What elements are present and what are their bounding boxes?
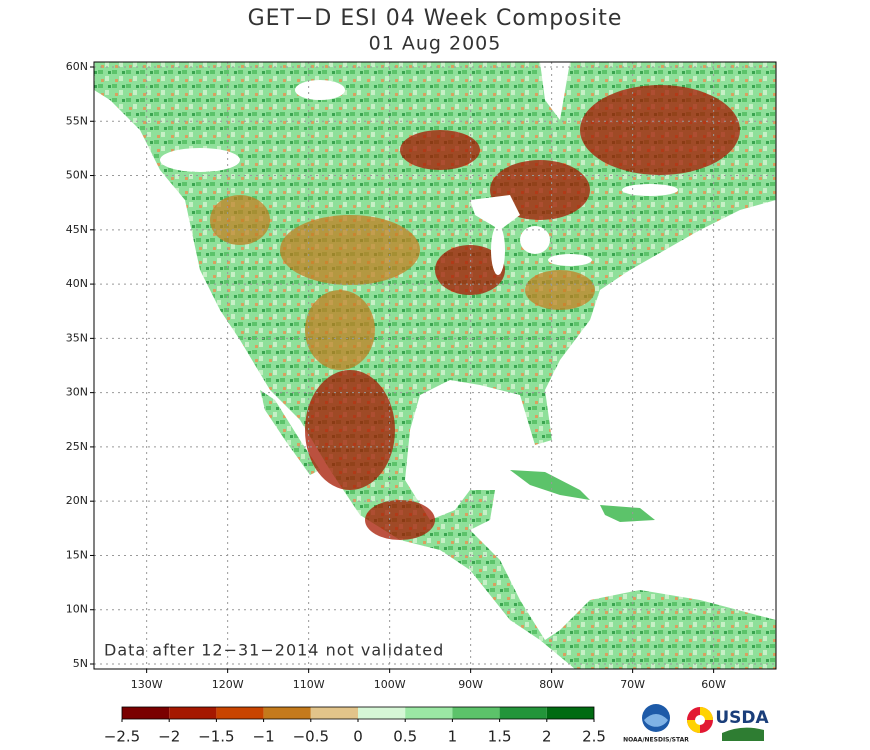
note: Data after 12−31−2014 not validated: [104, 641, 444, 660]
lat-tick-label: 20N: [66, 494, 88, 507]
colorbar-label: −2.5: [104, 728, 140, 746]
lat-tick-label: 40N: [66, 277, 88, 290]
lat-tick-label: 10N: [66, 603, 88, 616]
water: [160, 80, 678, 275]
colorbar-label: 0.5: [393, 728, 417, 746]
lat-tick-label: 60N: [66, 60, 88, 73]
land: [600, 505, 655, 522]
logo-umd: [687, 707, 713, 733]
lon-tick-label: 60W: [701, 678, 726, 691]
colorbar-segment: [358, 707, 406, 719]
colorbar-segment: [546, 707, 594, 719]
title: GET−D ESI 04 Week Composite: [248, 6, 623, 31]
grid: [94, 62, 776, 669]
lat-tick-label: 35N: [66, 331, 88, 344]
lat-tick-label: 45N: [66, 223, 88, 236]
colorbar-segment: [122, 707, 170, 719]
lat-tick-label: 50N: [66, 169, 88, 182]
colorbar-label: −1: [253, 728, 275, 746]
lon-tick-label: 130W: [131, 678, 163, 691]
lon-tick-label: 110W: [293, 678, 325, 691]
lon-tick-label: 70W: [620, 678, 645, 691]
dry-area: [305, 85, 740, 540]
colorbar-segment: [499, 707, 547, 719]
lon-tick-label: 120W: [212, 678, 244, 691]
lon-tick-label: 100W: [374, 678, 406, 691]
colorbar-label: −1.5: [198, 728, 234, 746]
lon-tick-label: 80W: [539, 678, 564, 691]
map-body: [94, 62, 776, 669]
lat-tick-label: 15N: [66, 548, 88, 561]
colorbar-segment: [405, 707, 453, 719]
colorbar-segment: [169, 707, 217, 719]
lat-tick-label: 30N: [66, 386, 88, 399]
colorbar-segment: [216, 707, 264, 719]
land: [260, 390, 320, 475]
colorbar-label: −2: [158, 728, 180, 746]
colorbar-segment: [263, 707, 311, 719]
colorbar-segment: [310, 707, 358, 719]
colorbar-segment: [452, 707, 500, 719]
colorbar-label: 0: [353, 728, 363, 746]
colorbar-label: 2: [542, 728, 552, 746]
land: [510, 470, 590, 500]
lat-tick-label: 5N: [73, 657, 88, 670]
colorbar-label: 1.5: [488, 728, 512, 746]
lon-tick-label: 90W: [458, 678, 483, 691]
subtitle: 01 Aug 2005: [369, 33, 502, 55]
lat-tick-label: 25N: [66, 440, 88, 453]
colorbar: −2.5 −2 −1.5 −1 −0.5 0 0.5 1 1.5 2 2.5: [104, 706, 606, 746]
dry-area: [210, 195, 595, 370]
colorbar-label: −0.5: [293, 728, 329, 746]
map-frame: [93, 61, 777, 670]
colorbar-label: 2.5: [582, 728, 606, 746]
colorbar-label: 1: [448, 728, 458, 746]
logo-usda-text: USDA: [715, 708, 769, 728]
logo-usda: USDA: [715, 708, 769, 741]
lat-tick-label: 55N: [66, 114, 88, 127]
logo-noaa-text: NOAA/NESDIS/STAR: [623, 737, 689, 744]
logo-noaa: NOAA/NESDIS/STAR: [623, 704, 689, 744]
